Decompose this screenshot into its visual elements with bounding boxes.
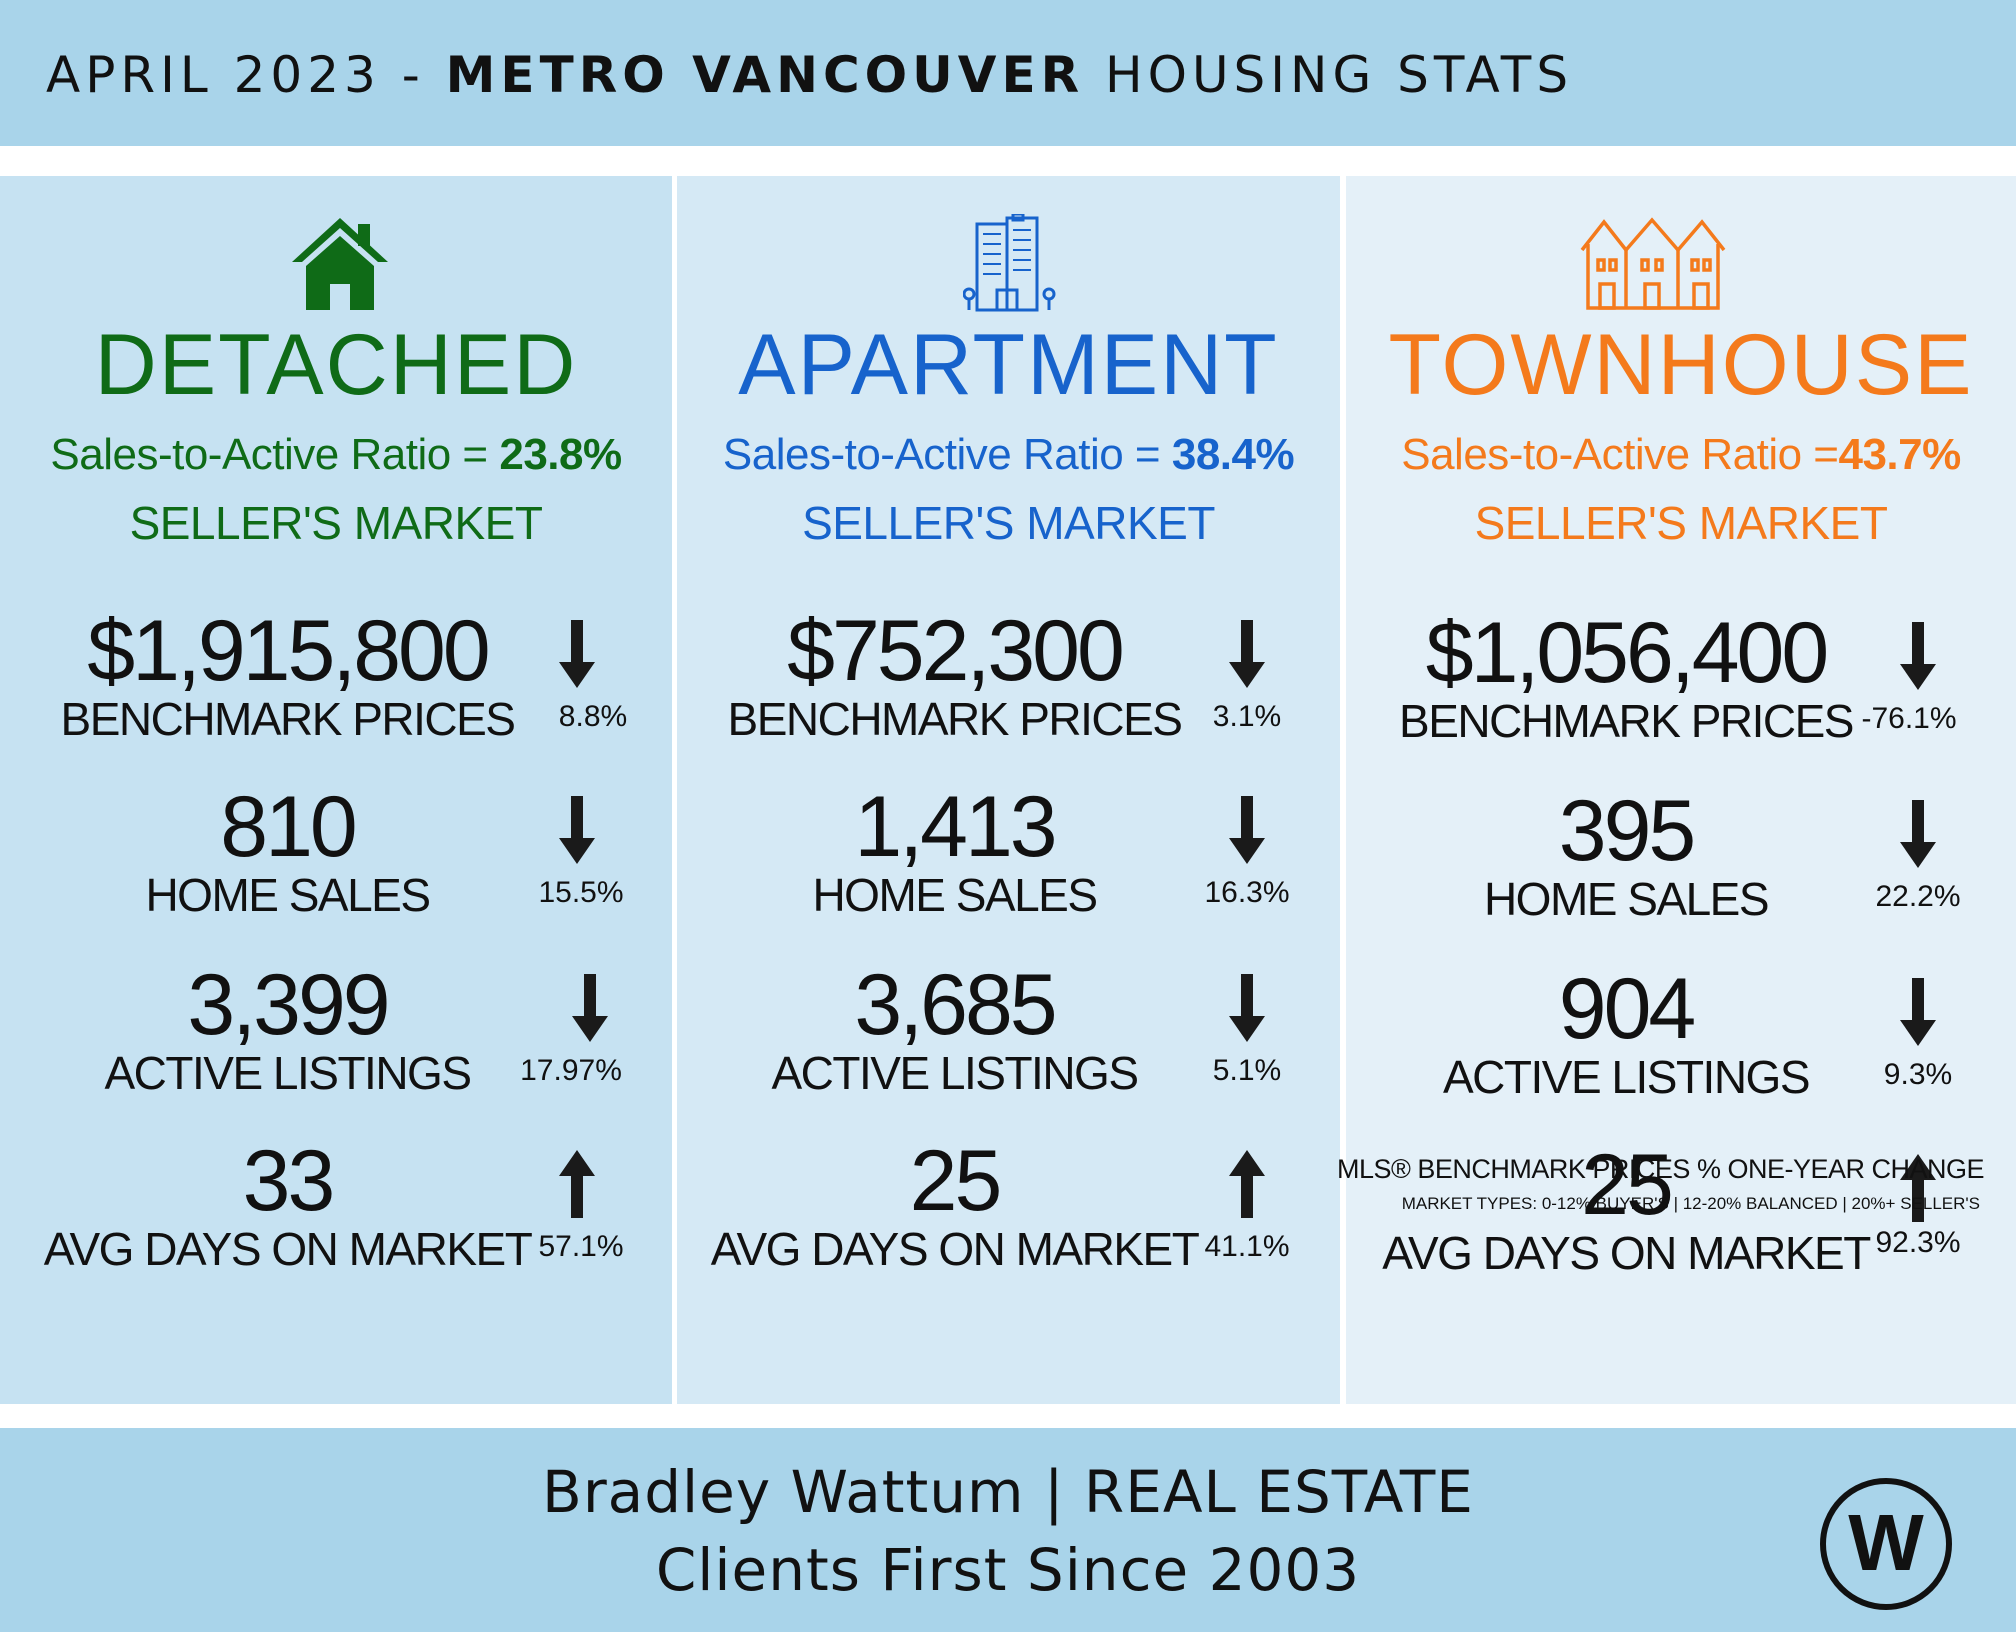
arrow-up-icon [559,1150,595,1218]
stat-benchmark-price: $752,300 BENCHMARK PRICES 3.1% [677,608,1340,778]
stat-benchmark-price: $1,056,400 BENCHMARK PRICES -76.1% [1346,610,2016,780]
stat-value: 25 [1581,1137,1674,1233]
stat-label: BENCHMARK PRICES [60,693,516,745]
arrow-down-icon [1900,800,1936,868]
stat-active-listings: 3,685 ACTIVE LISTINGS 5.1% [677,962,1340,1132]
header-banner: APRIL 2023 - METRO VANCOUVER HOUSING STA… [0,0,2016,146]
stat-label: ACTIVE LISTINGS [104,1047,472,1099]
stat-home-sales: 810 HOME SALES 15.5% [0,784,672,954]
stat-avg-days-on-market: 25 AVG DAYS ON MARKET 41.1% [677,1138,1340,1308]
market-type: SELLER'S MARKET [802,497,1215,549]
stat-change-pct: 5.1% [1212,1054,1282,1087]
brand-logo-icon: W [1820,1478,1952,1610]
stat-home-sales: 1,413 HOME SALES 16.3% [677,784,1340,954]
arrow-down-icon [1229,620,1265,688]
type-title: TOWNHOUSE [1388,317,1974,413]
arrow-down-icon [559,620,595,688]
stat-avg-days-on-market: 25 AVG DAYS ON MARKET 92.3% [1346,1142,2016,1312]
townhouses-icon [1580,217,1726,310]
stat-value: 3,399 [187,957,390,1053]
stat-value: 1,413 [854,779,1057,875]
stat-avg-days-on-market: 33 AVG DAYS ON MARKET 57.1% [0,1138,672,1308]
stat-home-sales: 395 HOME SALES 22.2% [1346,788,2016,958]
arrow-up-icon [1229,1150,1265,1218]
stat-value: 904 [1558,961,1697,1057]
stat-change-pct: 57.1% [538,1230,624,1263]
apartment-building-icon [963,214,1056,312]
stat-change-pct: -76.1% [1861,702,1957,735]
market-type: SELLER'S MARKET [1474,497,1888,549]
column-detached: DETACHED Sales-to-Active Ratio = 23.8% S… [0,176,672,1404]
brand-tagline: Clients First Since 2003 [655,1536,1361,1604]
stat-value: $1,056,400 [1425,605,1829,701]
stat-value: 395 [1558,783,1697,879]
stat-label: HOME SALES [145,869,431,921]
stat-change-pct: 15.5% [538,876,624,909]
arrow-up-icon [1900,1154,1936,1222]
page-title: APRIL 2023 - METRO VANCOUVER HOUSING STA… [46,46,1574,104]
svg-text:W: W [1848,1498,1924,1587]
stat-value: $752,300 [787,603,1125,699]
stat-label: HOME SALES [812,869,1098,921]
ratio-value: 38.4% [1171,430,1295,479]
stat-change-pct: 9.3% [1883,1058,1953,1091]
arrow-down-icon [1229,796,1265,864]
stat-value: 25 [909,1133,1003,1229]
ratio-value: 23.8% [499,430,622,479]
arrow-down-icon [1229,974,1265,1042]
house-icon [292,218,388,310]
stat-label: ACTIVE LISTINGS [771,1047,1139,1099]
stat-label: AVG DAYS ON MARKET [43,1223,533,1275]
arrow-down-icon [572,974,608,1042]
stat-value: 3,685 [854,957,1057,1053]
stat-active-listings: 3,399 ACTIVE LISTINGS 17.97% [0,962,672,1132]
page-title-region: METRO VANCOUVER [445,46,1085,104]
stat-label: ACTIVE LISTINGS [1442,1051,1811,1103]
sales-to-active-ratio: Sales-to-Active Ratio = 38.4% [722,430,1295,479]
stat-benchmark-price: $1,915,800 BENCHMARK PRICES 8.8% [0,608,672,778]
type-title: DETACHED [94,317,578,413]
column-townhouse: TOWNHOUSE Sales-to-Active Ratio =43.7% S… [1346,176,2016,1404]
stat-label: HOME SALES [1483,873,1770,925]
stat-active-listings: 904 ACTIVE LISTINGS 9.3% [1346,966,2016,1136]
stat-change-pct: 16.3% [1204,876,1290,909]
stat-change-pct: 8.8% [558,700,628,733]
arrow-down-icon [1900,622,1936,690]
stat-value: 33 [242,1133,336,1229]
sales-to-active-ratio: Sales-to-Active Ratio = 23.8% [50,430,622,479]
stat-change-pct: 41.1% [1204,1230,1290,1263]
arrow-down-icon [559,796,595,864]
stat-label: BENCHMARK PRICES [1399,695,1854,747]
stat-change-pct: 3.1% [1212,700,1282,733]
benchmark-note: MLS® BENCHMARK PRICES % ONE-YEAR CHANGE [1336,1154,1985,1184]
stat-label: AVG DAYS ON MARKET [710,1223,1200,1275]
type-title: APARTMENT [738,317,1279,413]
stat-label: BENCHMARK PRICES [727,693,1183,745]
sales-to-active-ratio: Sales-to-Active Ratio =43.7% [1401,430,1961,479]
stat-change-pct: 22.2% [1875,880,1961,913]
brand-name: Bradley Wattum | REAL ESTATE [542,1458,1474,1526]
footer-banner: Bradley Wattum | REAL ESTATE Clients Fir… [0,1428,2016,1632]
market-types-legend: MARKET TYPES: 0-12% BUYER'S | 12-20% BAL… [1401,1194,1980,1213]
stat-value: $1,915,800 [87,603,490,699]
column-apartment: APARTMENT Sales-to-Active Ratio = 38.4% … [677,176,1340,1404]
market-type: SELLER'S MARKET [129,497,543,549]
arrow-down-icon [1900,978,1936,1046]
stat-value: 810 [220,779,358,875]
stat-change-pct: 17.97% [520,1054,622,1087]
stat-change-pct: 92.3% [1875,1226,1961,1259]
ratio-value: 43.7% [1838,430,1961,479]
stat-label: AVG DAYS ON MARKET [1382,1227,1871,1279]
